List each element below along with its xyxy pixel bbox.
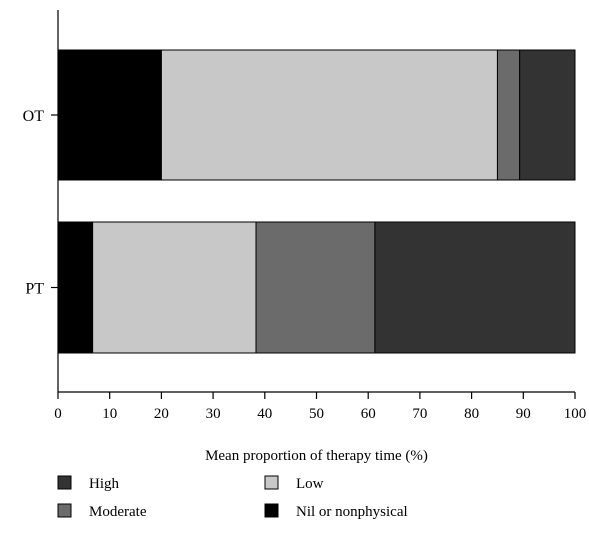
x-tick-label: 10 bbox=[102, 406, 117, 422]
legend-label-low: Low bbox=[296, 476, 324, 492]
legend-swatch-high bbox=[57, 475, 72, 490]
x-tick-label: 30 bbox=[206, 406, 221, 422]
x-tick-label: 90 bbox=[516, 406, 531, 422]
x-tick-label: 20 bbox=[154, 406, 169, 422]
y-ticks-group: OT PT bbox=[23, 108, 58, 298]
x-tick-label: 40 bbox=[257, 406, 272, 422]
legend: High Low Moderate Nil or nonphysical bbox=[57, 475, 408, 520]
legend-label-high: High bbox=[89, 476, 120, 492]
bars-group bbox=[57, 49, 576, 354]
bar-ot-low bbox=[160, 49, 498, 181]
bar-pt-moderate bbox=[255, 221, 376, 354]
legend-swatch-moderate bbox=[57, 503, 72, 518]
legend-label-moderate: Moderate bbox=[89, 504, 147, 520]
x-tick-label: 0 bbox=[54, 406, 62, 422]
x-tick-label: 60 bbox=[361, 406, 376, 422]
bar-pt-nil-or-nonphysical bbox=[57, 221, 94, 354]
bar-ot-high bbox=[519, 49, 576, 181]
legend-swatch-low bbox=[264, 475, 279, 490]
category-label-ot: OT bbox=[23, 108, 45, 125]
x-tick-label: 80 bbox=[464, 406, 479, 422]
x-axis-title: Mean proportion of therapy time (%) bbox=[205, 448, 428, 464]
bar-ot-moderate bbox=[496, 49, 521, 181]
x-tick-label: 70 bbox=[412, 406, 427, 422]
bar-pt-low bbox=[92, 221, 257, 354]
bar-ot-nil-or-nonphysical bbox=[57, 49, 162, 181]
category-label-pt: PT bbox=[25, 281, 44, 298]
legend-swatch-nil-or-nonphysical bbox=[264, 503, 279, 518]
x-tick-label: 50 bbox=[309, 406, 324, 422]
x-ticks-group: 0 10 20 30 40 50 60 70 80 90 100 bbox=[54, 392, 586, 422]
x-tick-label: 100 bbox=[564, 406, 587, 422]
bar-pt-high bbox=[374, 221, 576, 354]
legend-label-nil-or-nonphysical: Nil or nonphysical bbox=[296, 504, 408, 520]
